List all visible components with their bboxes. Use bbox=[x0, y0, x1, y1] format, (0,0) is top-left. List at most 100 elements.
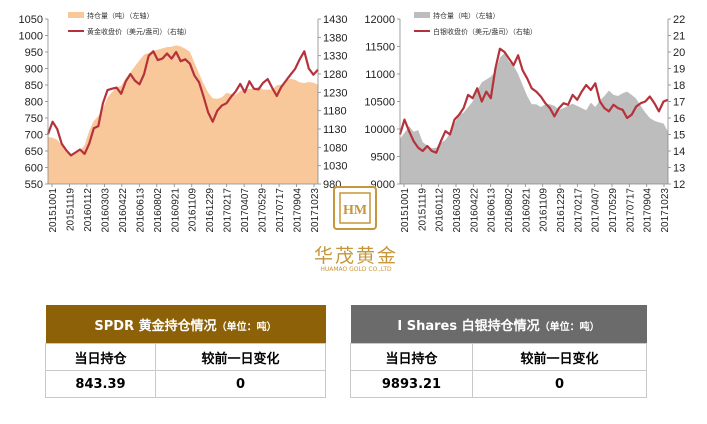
x-tick-label: 20161229 bbox=[205, 188, 216, 233]
gold-x-axis: 20151001 20151119 20160112 20160303 20160422… bbox=[48, 183, 321, 233]
left-tick-label: 900 bbox=[25, 64, 43, 76]
x-tick-label: 20170717 bbox=[275, 188, 286, 233]
right-tick-label: 22 bbox=[673, 14, 685, 26]
x-tick-label: 20170717 bbox=[625, 188, 636, 233]
right-tick-label: 980 bbox=[323, 179, 341, 191]
x-tick-label: 20170217 bbox=[573, 188, 584, 233]
x-tick-label: 20161109 bbox=[188, 188, 199, 232]
x-tick-label: 20160112 bbox=[83, 188, 94, 232]
right-tick-label: 1080 bbox=[323, 142, 347, 154]
silver-legend: 持仓量（吨）（左轴） 白银收盘价（美元/盎司）（右轴） bbox=[414, 11, 537, 36]
spdr-gold-table: SPDR 黄金持仓情况（单位：吨） 当日持仓 较前一日变化 843.39 0 bbox=[45, 305, 326, 398]
spdr-change-value: 0 bbox=[155, 370, 326, 398]
spdr-holding-value: 843.39 bbox=[45, 370, 156, 398]
silver-left-axis: 9000 9500 10000 10500 11000 11500 12000 bbox=[364, 14, 401, 191]
x-tick-label: 20151119 bbox=[417, 188, 428, 231]
x-tick-label: 20170904 bbox=[643, 188, 654, 233]
ishares-table-unit: （单位：吨） bbox=[539, 321, 600, 333]
left-tick-label: 950 bbox=[25, 47, 43, 59]
x-tick-label: 20160422 bbox=[469, 188, 480, 233]
right-tick-label: 17 bbox=[673, 97, 685, 109]
silver-plot bbox=[398, 47, 669, 184]
right-tick-label: 1230 bbox=[323, 87, 347, 99]
x-tick-label: 20151001 bbox=[400, 188, 411, 233]
x-tick-label: 20160921 bbox=[521, 188, 532, 233]
huamao-logo: HM 华茂黄金 HUAMAO GOLD CO.,LTD bbox=[314, 186, 398, 273]
left-tick-label: 850 bbox=[25, 80, 43, 92]
right-tick-label: 16 bbox=[673, 113, 685, 125]
legend-swatch-silver-holdings bbox=[414, 12, 430, 18]
x-tick-label: 20170217 bbox=[223, 188, 234, 233]
right-tick-label: 15 bbox=[673, 130, 685, 142]
right-tick-label: 1330 bbox=[323, 51, 347, 63]
left-tick-label: 750 bbox=[25, 113, 43, 125]
left-tick-label: 1050 bbox=[19, 14, 43, 26]
left-tick-label: 9000 bbox=[371, 179, 395, 191]
spdr-col-change: 较前一日变化 bbox=[155, 343, 326, 371]
legend-label-silver-holdings: 持仓量（吨）（左轴） bbox=[433, 11, 500, 20]
logo-chinese-name: 华茂黄金 bbox=[314, 245, 398, 267]
holdings-area bbox=[48, 45, 318, 185]
logo-emblem-mark: HM bbox=[343, 203, 367, 218]
left-tick-label: 600 bbox=[25, 163, 43, 175]
x-tick-label: 20170529 bbox=[608, 188, 619, 233]
logo-emblem-inner bbox=[339, 192, 371, 224]
x-tick-label: 20160802 bbox=[504, 188, 515, 233]
x-tick-label: 20151001 bbox=[48, 188, 59, 233]
price-line bbox=[46, 50, 319, 157]
right-tick-label: 1280 bbox=[323, 69, 347, 81]
x-tick-label: 20161109 bbox=[539, 188, 550, 232]
left-tick-label: 650 bbox=[25, 146, 43, 158]
right-tick-label: 1030 bbox=[323, 161, 347, 173]
ishares-col-change: 较前一日变化 bbox=[472, 343, 647, 371]
right-tick-label: 14 bbox=[673, 146, 685, 158]
silver-right-axis: 12 13 14 15 16 17 18 19 20 21 22 bbox=[667, 14, 685, 191]
left-tick-label: 11000 bbox=[365, 69, 395, 81]
legend-label-silver-price: 白银收盘价（美元/盎司）（右轴） bbox=[433, 27, 537, 36]
ishares-table-header: I Shares 白银持仓情况（单位：吨） bbox=[350, 305, 647, 344]
x-tick-label: 20160303 bbox=[452, 188, 463, 233]
silver-x-axis: 20151001 20151119 20160112 20160303 20160422… bbox=[400, 183, 671, 233]
right-tick-label: 1380 bbox=[323, 32, 347, 44]
spdr-table-header: SPDR 黄金持仓情况（单位：吨） bbox=[45, 305, 326, 344]
x-tick-label: 20170904 bbox=[293, 188, 304, 233]
x-tick-label: 20151119 bbox=[65, 188, 76, 231]
x-tick-label: 20160303 bbox=[100, 188, 111, 233]
right-tick-label: 18 bbox=[673, 80, 685, 92]
gold-chart: 550 600 650 700 750 800 850 900 950 1000 1050 980 1… bbox=[19, 11, 348, 233]
ishares-holding-value: 9893.21 bbox=[350, 370, 473, 398]
x-tick-label: 20171023 bbox=[660, 188, 671, 233]
ishares-change-value: 0 bbox=[472, 370, 647, 398]
price-line bbox=[398, 47, 669, 154]
right-tick-label: 1180 bbox=[323, 106, 347, 118]
right-tick-label: 1130 bbox=[323, 124, 347, 136]
left-tick-label: 550 bbox=[25, 179, 43, 191]
charts-area: 550 600 650 700 750 800 850 900 950 1000 1050 980 1… bbox=[19, 11, 686, 273]
x-tick-label: 20170529 bbox=[258, 188, 269, 233]
x-tick-label: 20160112 bbox=[435, 188, 446, 232]
silver-chart: 9000 9500 10000 10500 11000 11500 12000 12 13 14… bbox=[364, 11, 685, 233]
left-tick-label: 1000 bbox=[19, 31, 43, 43]
x-tick-label: 20171023 bbox=[310, 188, 321, 233]
right-tick-label: 1430 bbox=[323, 14, 347, 26]
left-tick-label: 10000 bbox=[364, 124, 395, 136]
logo-english-name: HUAMAO GOLD CO.,LTD bbox=[320, 266, 392, 273]
gold-plot bbox=[46, 45, 319, 185]
gold-legend: 持仓量（吨）（左轴） 黄金收盘价（美元/盎司）（右轴） bbox=[68, 11, 191, 36]
x-tick-label: 20160613 bbox=[135, 188, 146, 233]
spdr-col-holding: 当日持仓 bbox=[45, 343, 156, 371]
x-tick-label: 20170407 bbox=[240, 188, 251, 233]
ishares-silver-table: I Shares 白银持仓情况（单位：吨） 当日持仓 较前一日变化 9893.2… bbox=[350, 305, 647, 398]
x-tick-label: 20160422 bbox=[118, 188, 129, 233]
ishares-table-title: I Shares 白银持仓情况 bbox=[397, 318, 540, 334]
legend-label-gold-holdings: 持仓量（吨）（左轴） bbox=[87, 11, 154, 20]
right-tick-label: 19 bbox=[673, 64, 685, 76]
ishares-col-holding: 当日持仓 bbox=[350, 343, 473, 371]
x-tick-label: 20161229 bbox=[556, 188, 567, 233]
right-tick-label: 21 bbox=[673, 31, 685, 43]
gold-right-axis: 980 1030 1080 1130 1180 1230 1280 1330 1380 1430 bbox=[317, 14, 347, 191]
spdr-table-unit: （单位：吨） bbox=[216, 321, 277, 333]
left-tick-label: 12000 bbox=[364, 14, 395, 26]
holdings-area bbox=[400, 53, 668, 184]
left-tick-label: 700 bbox=[25, 130, 43, 142]
